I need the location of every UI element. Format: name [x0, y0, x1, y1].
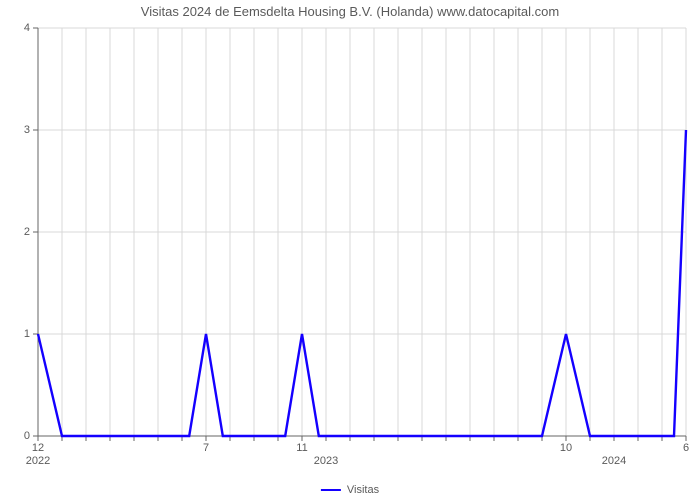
chart-container: { "chart": { "type": "line", "title": "V…: [0, 0, 700, 500]
chart-title: Visitas 2024 de Eemsdelta Housing B.V. (…: [0, 4, 700, 19]
ytick-label: 0: [6, 430, 30, 442]
legend-label: Visitas: [347, 484, 379, 496]
ytick-label: 2: [6, 226, 30, 238]
xtick-label: 11: [296, 442, 307, 454]
xtick-label: 7: [203, 442, 209, 454]
plot-area: [38, 28, 686, 436]
ytick-label: 1: [6, 328, 30, 340]
legend-line: [321, 489, 341, 491]
xtick-year-label: 2022: [26, 455, 50, 467]
ytick-label: 3: [6, 124, 30, 136]
xtick-label: 12: [32, 442, 44, 454]
xtick-year-label: 2023: [314, 455, 338, 467]
ytick-label: 4: [6, 22, 30, 34]
legend: Visitas: [321, 484, 379, 496]
xtick-year-label: 2024: [602, 455, 626, 467]
xtick-label: 10: [560, 442, 572, 454]
xtick-label: 6: [683, 442, 689, 454]
series-line: [38, 130, 686, 436]
